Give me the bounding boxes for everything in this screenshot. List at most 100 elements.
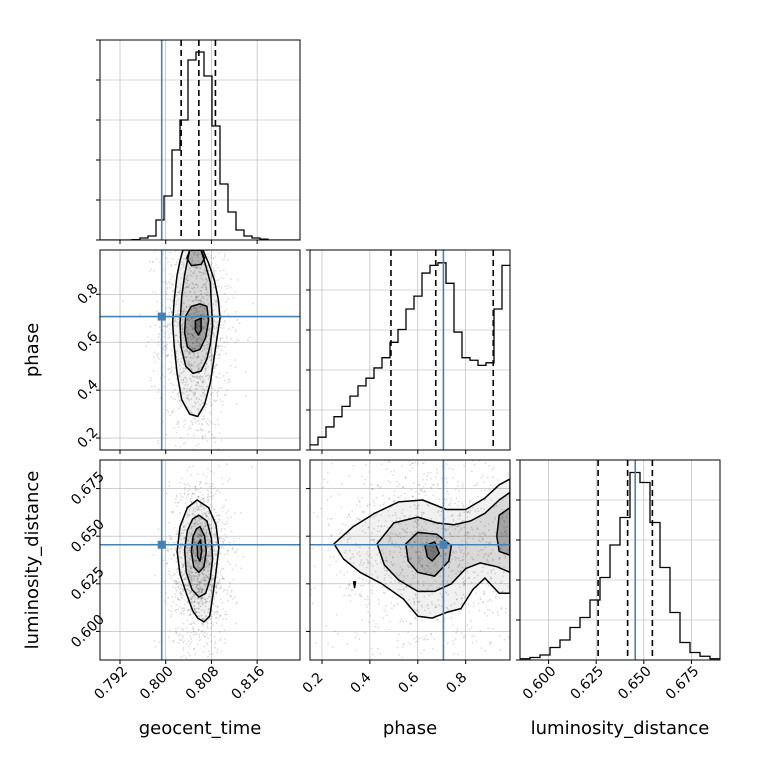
sample-point (210, 413, 212, 416)
sample-point (196, 584, 199, 586)
sample-point (207, 343, 210, 345)
sample-point (148, 260, 151, 263)
sample-point (181, 248, 183, 250)
sample-point (428, 584, 431, 587)
sample-point (429, 567, 432, 570)
sample-point (461, 504, 464, 507)
sample-point (217, 266, 219, 269)
sample-point (513, 592, 515, 594)
sample-point (213, 320, 216, 323)
sample-point (399, 620, 401, 623)
sample-point (490, 552, 493, 555)
sample-point (388, 537, 391, 540)
sample-point (182, 302, 184, 305)
sample-point (188, 574, 191, 577)
sample-point (405, 620, 408, 622)
sample-point (187, 522, 190, 525)
sample-point (178, 548, 181, 551)
sample-point (392, 564, 394, 567)
sample-point (166, 547, 169, 550)
sample-point (437, 599, 440, 601)
sample-point (352, 464, 355, 467)
sample-point (183, 309, 186, 312)
sample-point (215, 350, 218, 353)
sample-point (211, 579, 214, 581)
sample-point (219, 238, 221, 240)
sample-point (428, 545, 431, 548)
sample-point (179, 241, 181, 243)
sample-point (463, 526, 466, 529)
sample-point (205, 289, 207, 291)
sample-point (383, 502, 386, 504)
sample-point (209, 548, 212, 551)
sample-point (202, 313, 204, 316)
sample-point (397, 535, 400, 538)
contour-line (186, 250, 206, 267)
sample-point (501, 575, 504, 578)
sample-point (226, 589, 229, 592)
sample-point (178, 407, 181, 410)
sample-point (168, 629, 171, 632)
sample-point (182, 647, 184, 649)
sample-point (200, 286, 203, 288)
contour-line (183, 514, 214, 598)
sample-point (195, 633, 198, 636)
sample-point (491, 468, 494, 471)
sample-point (213, 550, 216, 553)
sample-point (174, 206, 176, 208)
sample-point (455, 525, 457, 528)
sample-point (516, 585, 518, 587)
sample-point (201, 231, 203, 233)
sample-point (195, 396, 198, 399)
sample-point (191, 597, 194, 599)
sample-point (417, 523, 420, 526)
sample-point (536, 505, 538, 507)
sample-point (467, 532, 470, 534)
sample-point (207, 495, 210, 498)
sample-point (410, 454, 412, 456)
sample-point (197, 607, 200, 610)
sample-point (367, 555, 370, 558)
sample-point (205, 514, 208, 517)
histogram-panel-geocent_time (96, 39, 301, 244)
sample-point (280, 586, 282, 588)
sample-point (458, 563, 461, 566)
sample-point (483, 508, 486, 511)
sample-point (207, 235, 209, 237)
sample-point (227, 258, 229, 261)
sample-point (195, 337, 198, 340)
sample-point (517, 486, 519, 488)
sample-point (171, 411, 173, 414)
sample-point (492, 590, 495, 593)
sample-point (436, 472, 439, 474)
sample-point (175, 300, 178, 303)
sample-point (216, 395, 219, 398)
sample-point (168, 306, 171, 309)
sample-point (469, 512, 471, 514)
sample-point (431, 545, 434, 548)
sample-point (172, 397, 175, 400)
sample-point (191, 300, 194, 303)
sample-point (170, 557, 173, 560)
sample-point (165, 433, 168, 436)
sample-point (193, 600, 196, 603)
sample-point (207, 269, 210, 272)
sample-point (188, 531, 191, 534)
sample-point (201, 589, 203, 592)
sample-point (207, 637, 210, 640)
sample-point (423, 461, 425, 464)
sample-point (192, 546, 195, 548)
sample-point (199, 588, 202, 590)
sample-point (202, 569, 205, 572)
sample-point (201, 591, 203, 594)
sample-point (370, 589, 373, 592)
sample-point (190, 590, 192, 593)
sample-point (433, 667, 435, 669)
sample-point (401, 569, 404, 572)
sample-point (216, 489, 219, 491)
sample-point (204, 270, 207, 273)
sample-point (218, 432, 221, 434)
sample-point (205, 343, 208, 346)
sample-point (430, 633, 432, 636)
sample-point (205, 245, 207, 247)
